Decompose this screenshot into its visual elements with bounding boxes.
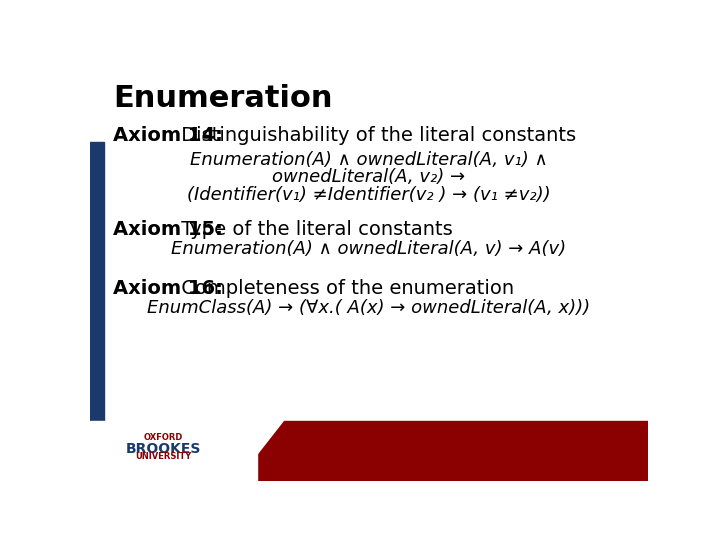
Bar	[90, 421, 256, 481]
Text: Axiom 14:: Axiom 14:	[113, 126, 223, 145]
Text: EnumClass(A) → (∀x.( A(x) → ownedLiteral(A, x))): EnumClass(A) → (∀x.( A(x) → ownedLiteral…	[148, 299, 590, 317]
Text: Distinguishability of the literal constants: Distinguishability of the literal consta…	[175, 126, 577, 145]
Bar	[90, 142, 104, 421]
Text: Enumeration: Enumeration	[113, 84, 333, 113]
Text: Axiom 15:: Axiom 15:	[113, 220, 223, 239]
Text: Enumeration(A) ∧ ownedLiteral(A, v₁) ∧: Enumeration(A) ∧ ownedLiteral(A, v₁) ∧	[190, 151, 548, 169]
Text: Completeness of the enumeration: Completeness of the enumeration	[175, 279, 514, 298]
Polygon shape	[238, 421, 648, 481]
Text: BROOKES: BROOKES	[126, 442, 202, 456]
Text: OXFORD: OXFORD	[144, 433, 184, 442]
Text: (Identifier(v₁) ≠Identifier(v₂ ) → (v₁ ≠v₂)): (Identifier(v₁) ≠Identifier(v₂ ) → (v₁ ≠…	[187, 186, 551, 204]
Text: Type of the literal constants: Type of the literal constants	[175, 220, 453, 239]
Text: Axiom 16:: Axiom 16:	[113, 279, 223, 298]
Text: UNIVERSITY: UNIVERSITY	[135, 452, 192, 461]
Text: ownedLiteral(A, v₂) →: ownedLiteral(A, v₂) →	[272, 168, 466, 186]
Text: Enumeration(A) ∧ ownedLiteral(A, v) → A(v): Enumeration(A) ∧ ownedLiteral(A, v) → A(…	[171, 240, 567, 258]
